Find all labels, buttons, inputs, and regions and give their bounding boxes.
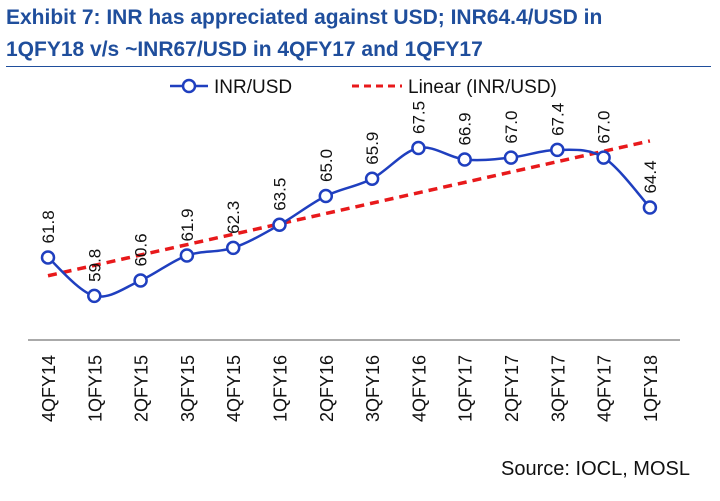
data-point [364, 171, 380, 186]
x-tick-label: 1QFY18 [641, 355, 661, 422]
data-label: 67.0 [502, 111, 521, 144]
x-tick-label: 3QFY15 [178, 355, 198, 422]
data-point [40, 250, 56, 265]
plot-area: 61.8 4QFY14 59.8 1QFY15 60.6 2QFY15 61.9 3QFY15… [28, 101, 680, 422]
data-label: 67.4 [548, 103, 567, 136]
data-label: 64.4 [641, 160, 660, 193]
data-point [179, 248, 195, 263]
data-point [87, 288, 102, 304]
legend-series-label: INR/USD [214, 77, 292, 98]
data-label: 59.8 [85, 249, 104, 282]
data-point [411, 140, 426, 156]
data-point [272, 217, 287, 233]
x-tick-label: 2QFY17 [502, 355, 522, 422]
data-label: 62.3 [224, 201, 243, 234]
data-label: 65.9 [363, 132, 382, 165]
x-tick-label: 2QFY15 [132, 355, 152, 422]
chart-title-line-1: Exhibit 7: INR has appreciated against U… [6, 6, 603, 29]
data-point [596, 150, 611, 165]
legend-trend-label: Linear (INR/USD) [408, 77, 557, 98]
data-point [503, 150, 519, 165]
x-tick-label: 4QFY17 [595, 355, 615, 422]
legend-series-marker [181, 78, 197, 94]
x-tick-label: 1QFY16 [271, 355, 291, 422]
x-tick-label: 2QFY16 [317, 355, 337, 422]
title-underline [6, 66, 711, 67]
chart-legend: INR/USD Linear (INR/USD) [170, 77, 557, 98]
data-label: 60.6 [132, 233, 151, 266]
trendline [47, 139, 651, 278]
data-label: 61.8 [39, 210, 58, 243]
data-label: 67.0 [595, 111, 614, 144]
data-point [550, 142, 565, 158]
data-point [318, 188, 334, 204]
data-point [133, 273, 148, 288]
x-tick-label: 3QFY17 [548, 355, 568, 422]
chart-title-line-2: 1QFY18 v/s ~INR67/USD in 4QFY17 and 1QFY… [6, 38, 483, 61]
x-tick-label: 4QFY15 [224, 355, 244, 422]
chart-title: Exhibit 7: INR has appreciated against U… [6, 2, 711, 66]
x-tick-label: 1QFY17 [456, 355, 476, 422]
x-tick-label: 4QFY14 [39, 355, 59, 422]
x-tick-label: 1QFY15 [85, 355, 105, 422]
data-label: 66.9 [456, 112, 475, 145]
data-label: 67.5 [409, 101, 428, 134]
data-label: 61.9 [178, 208, 197, 241]
data-point [642, 200, 658, 215]
data-label: 65.0 [317, 149, 336, 182]
data-point [225, 240, 241, 256]
x-tick-label: 4QFY16 [409, 355, 429, 422]
source-note: Source: IOCL, MOSL [501, 458, 690, 480]
data-point [457, 152, 472, 167]
x-tick-label: 3QFY16 [363, 355, 383, 422]
data-label: 63.5 [271, 178, 290, 211]
